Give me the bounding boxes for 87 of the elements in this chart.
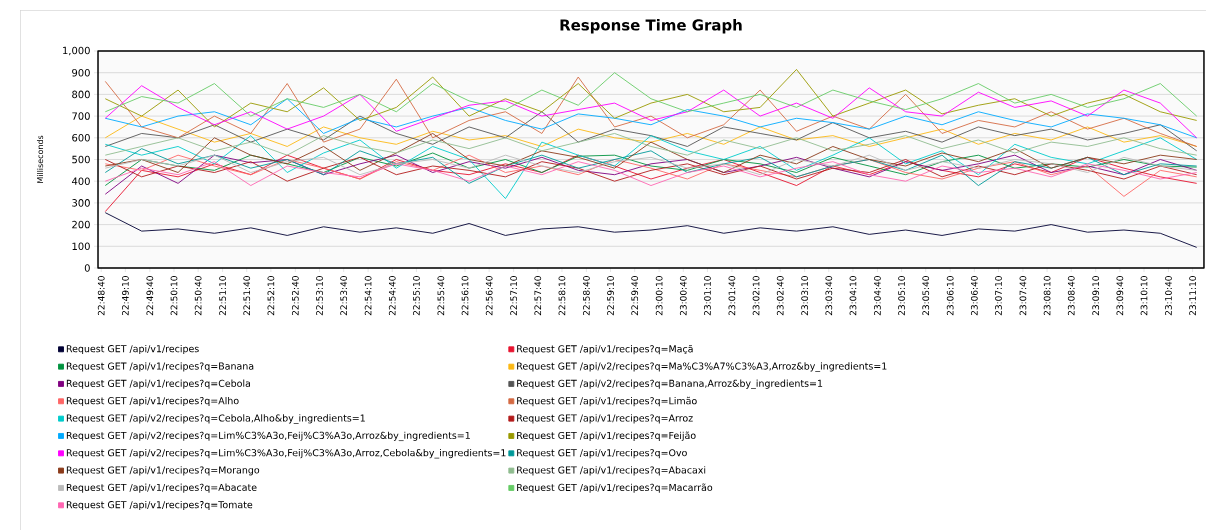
x-tick-label: 23:02:40 [776, 276, 784, 316]
line-series [104, 133, 1198, 156]
x-tick-label: 22:53:40 [340, 276, 348, 316]
x-tick-label: 23:09:10 [1092, 276, 1100, 316]
x-tick-label: 23:10:10 [1140, 276, 1148, 316]
x-tick-label: 22:48:40 [97, 276, 105, 316]
line-series [104, 154, 1198, 176]
y-tick-label: 200 [72, 220, 90, 229]
x-tick-label: 23:04:40 [874, 276, 881, 316]
x-tick-label: 22:58:10 [558, 276, 566, 316]
y-tick-label: 100 [72, 242, 90, 251]
x-tick-label: 22:57:40 [534, 276, 542, 316]
x-tick-label: 23:04:10 [849, 276, 857, 316]
y-tick-label: 600 [72, 134, 90, 142]
x-tick-label: 23:06:10 [946, 276, 954, 316]
x-tick-label: 23:07:10 [995, 276, 1002, 316]
y-tick-label: 400 [71, 177, 90, 185]
legend-label: Request GET /api/v1/recipes?q=Cebola [66, 379, 251, 389]
legend-label: Request GET /api/v1/recipes [66, 344, 199, 355]
legend-label: Request GET /api/v1/recipes?q=Feijão [517, 431, 696, 441]
x-tick-label: 22:50:40 [194, 276, 202, 316]
x-tick-label: 23:11:10 [1189, 276, 1196, 316]
x-tick-label: 23:03:10 [801, 276, 809, 316]
line-series [104, 98, 1198, 139]
x-tick-label: 22:58:40 [582, 276, 590, 316]
x-tick-label: 23:10:40 [1165, 276, 1172, 316]
x-tick-label: 22:57:10 [510, 276, 517, 316]
legend-label: Request GET /api/v1/recipes?q=Limão [517, 396, 697, 407]
line-series [104, 135, 1198, 200]
x-tick-label: 22:50:10 [170, 276, 178, 316]
x-tick-label: 23:02:10 [752, 276, 760, 316]
x-tick-label: 23:08:40 [1067, 276, 1075, 316]
x-tick-label: 23:00:10 [655, 276, 663, 316]
line-series [104, 212, 1198, 248]
legend-label: Request GET /api/v1/recipes?q=Arroz [517, 414, 693, 424]
x-tick-label: 22:52:40 [291, 276, 299, 316]
x-tick-label: 22:54:10 [364, 276, 372, 316]
x-tick-label: 23:01:10 [704, 276, 711, 316]
x-tick-label: 22:56:10 [461, 276, 469, 316]
chart-title: Response Time Graph [560, 19, 742, 34]
x-tick-label: 22:59:40 [631, 276, 639, 316]
x-tick-label: 23:03:40 [825, 276, 833, 316]
x-tick-label: 23:01:40 [728, 276, 736, 316]
y-tick-label: 0 [84, 264, 90, 272]
y-tick-label: 800 [72, 90, 90, 99]
y-tick-label: 700 [72, 112, 90, 120]
legend-label: Request GET /api/v1/recipes?q=Abacate [66, 483, 257, 493]
legend-label: Request GET /api/v2/recipes?q=Lim%C3%A3o,Feij%C3%A3o,Arroz,Cebola&by_ingredients=1 [66, 448, 506, 459]
x-tick-label: 22:52:10 [267, 276, 275, 316]
legend-label: Request GET /api/v2/recipes?q=Cebola,Alho&by_ingredients=1 [66, 414, 365, 424]
legend-label: Request GET /api/v2/recipes?q=Ma%C3%A7%C3%A3,Arroz&by_ingredients=1 [517, 362, 887, 372]
x-tick-label: 23:07:40 [1019, 276, 1027, 316]
line-series [104, 161, 1198, 186]
y-tick-label: 500 [72, 155, 90, 164]
y-tick-label: 1,000 [63, 46, 90, 56]
x-tick-label: 22:49:10 [121, 276, 129, 316]
y-tick-label: 900 [72, 68, 90, 77]
x-tick-label: 23:09:40 [1116, 276, 1124, 316]
line-series [104, 68, 1198, 128]
x-tick-label: 23:06:40 [970, 276, 978, 316]
legend-label: Request GET /api/v1/recipes?q=Abacaxi [517, 466, 706, 476]
x-tick-label: 23:05:40 [922, 276, 930, 316]
line-series [104, 133, 1198, 173]
x-tick-label: 22:55:40 [437, 276, 445, 316]
x-tick-label: 23:00:40 [679, 276, 687, 316]
legend-label: Request GET /api/v1/recipes?q=Tomate [66, 500, 253, 511]
legend-label: Request GET /api/v1/recipes?q=Maçã [517, 344, 693, 355]
x-tick-label: 23:05:10 [898, 276, 905, 316]
legend-label: Request GET /api/v2/recipes?q=Banana,Arroz&by_ingredients=1 [517, 379, 823, 390]
x-tick-label: 22:56:40 [485, 276, 493, 316]
x-tick-label: 22:51:10 [219, 276, 226, 316]
legend-label: Request GET /api/v1/recipes?q=Macarrão [517, 483, 713, 493]
x-tick-label: 22:55:10 [413, 276, 420, 316]
legend-label: Request GET /api/v1/recipes?q=Ovo [517, 448, 687, 459]
x-tick-label: 23:08:10 [1043, 276, 1051, 316]
x-tick-label: 22:54:40 [388, 276, 396, 316]
legend-label: Request GET /api/v1/recipes?q=Morango [66, 466, 260, 476]
x-tick-label: 22:53:10 [316, 276, 323, 316]
y-tick-label: 300 [72, 199, 90, 207]
legend-label: Request GET /api/v2/recipes?q=Lim%C3%A3o,Feij%C3%A3o,Arroz&by_ingredients=1 [66, 431, 470, 442]
line-series [104, 72, 1198, 117]
x-tick-label: 22:51:40 [243, 276, 251, 316]
line-series [104, 76, 1198, 147]
legend-label: Request GET /api/v1/recipes?q=Alho [66, 396, 239, 407]
x-tick-label: 22:59:10 [607, 276, 614, 316]
x-tick-label: 22:49:40 [146, 276, 154, 316]
legend-label: Request GET /api/v1/recipes?q=Banana [66, 362, 254, 372]
